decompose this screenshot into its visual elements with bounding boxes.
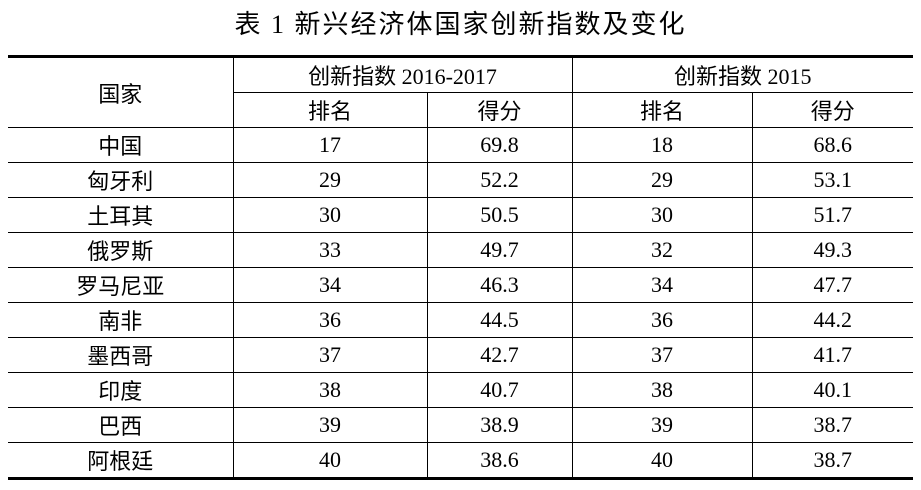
- cell-rank2: 38: [571, 372, 753, 408]
- cell-score1: 49.7: [426, 232, 573, 268]
- table-row: 罗马尼亚 34 46.3 34 47.7: [8, 267, 914, 303]
- cell-score2: 53.1: [751, 162, 914, 198]
- cell-score1: 44.5: [426, 302, 573, 338]
- cell-score1: 52.2: [426, 162, 573, 198]
- cell-country: 墨西哥: [8, 337, 234, 373]
- table-row: 俄罗斯 33 49.7 32 49.3: [8, 232, 914, 268]
- cell-rank2: 37: [571, 337, 753, 373]
- cell-score1: 69.8: [426, 127, 573, 163]
- table-row: 印度 38 40.7 38 40.1: [8, 372, 914, 408]
- header-row-2: 排名 得分 排名 得分: [8, 92, 914, 128]
- cell-rank1: 37: [232, 337, 428, 373]
- cell-country: 俄罗斯: [8, 232, 234, 268]
- header-score: 得分: [426, 92, 573, 128]
- cell-rank1: 29: [232, 162, 428, 198]
- cell-country: 巴西: [8, 407, 234, 443]
- cell-rank2: 32: [571, 232, 753, 268]
- cell-country: 印度: [8, 372, 234, 408]
- cell-score1: 38.6: [426, 442, 573, 480]
- header-rank: 排名: [571, 92, 753, 128]
- cell-rank1: 39: [232, 407, 428, 443]
- table-row: 中国 17 69.8 18 68.6: [8, 127, 914, 163]
- header-rank: 排名: [233, 92, 428, 128]
- cell-rank1: 36: [232, 302, 428, 338]
- cell-score2: 38.7: [751, 407, 914, 443]
- innovation-index-table: 国家 创新指数 2016-2017 创新指数 2015 排名 得分 排名 得分 …: [8, 55, 914, 480]
- cell-score1: 40.7: [426, 372, 573, 408]
- cell-score1: 50.5: [426, 197, 573, 233]
- cell-score1: 42.7: [426, 337, 573, 373]
- cell-rank2: 30: [571, 197, 753, 233]
- table-row: 阿根廷 40 38.6 40 38.7: [8, 442, 914, 480]
- cell-country: 中国: [8, 127, 234, 163]
- cell-rank1: 40: [232, 442, 428, 480]
- cell-rank1: 30: [232, 197, 428, 233]
- header-score: 得分: [751, 92, 914, 128]
- cell-rank2: 36: [571, 302, 753, 338]
- table-row: 墨西哥 37 42.7 37 41.7: [8, 337, 914, 373]
- cell-country: 罗马尼亚: [8, 267, 234, 303]
- cell-score2: 40.1: [751, 372, 914, 408]
- table-row: 南非 36 44.5 36 44.2: [8, 302, 914, 338]
- cell-rank2: 18: [571, 127, 753, 163]
- cell-country: 匈牙利: [8, 162, 234, 198]
- header-country: 国家: [8, 55, 234, 128]
- cell-country: 阿根廷: [8, 442, 234, 480]
- cell-rank2: 40: [571, 442, 753, 480]
- header-group-2015: 创新指数 2015: [571, 55, 914, 93]
- cell-score2: 44.2: [751, 302, 914, 338]
- cell-rank1: 17: [232, 127, 428, 163]
- table-title: 表 1 新兴经济体国家创新指数及变化: [234, 10, 687, 39]
- header-group-2016-2017: 创新指数 2016-2017: [232, 55, 573, 93]
- cell-rank2: 29: [571, 162, 753, 198]
- cell-country: 南非: [8, 302, 234, 338]
- cell-score1: 46.3: [426, 267, 573, 303]
- cell-score2: 68.6: [751, 127, 914, 163]
- cell-rank2: 34: [571, 267, 753, 303]
- cell-rank2: 39: [571, 407, 753, 443]
- cell-score1: 38.9: [426, 407, 573, 443]
- cell-score2: 38.7: [751, 442, 914, 480]
- cell-country: 土耳其: [8, 197, 234, 233]
- cell-rank1: 38: [232, 372, 428, 408]
- cell-score2: 41.7: [751, 337, 914, 373]
- cell-rank1: 33: [232, 232, 428, 268]
- header-row-1: 国家 创新指数 2016-2017 创新指数 2015: [8, 55, 914, 128]
- cell-score2: 47.7: [751, 267, 914, 303]
- cell-score2: 51.7: [751, 197, 914, 233]
- table-row: 匈牙利 29 52.2 29 53.1: [8, 162, 914, 198]
- cell-score2: 49.3: [751, 232, 914, 268]
- table-row: 土耳其 30 50.5 30 51.7: [8, 197, 914, 233]
- table-row: 巴西 39 38.9 39 38.7: [8, 407, 914, 443]
- cell-rank1: 34: [232, 267, 428, 303]
